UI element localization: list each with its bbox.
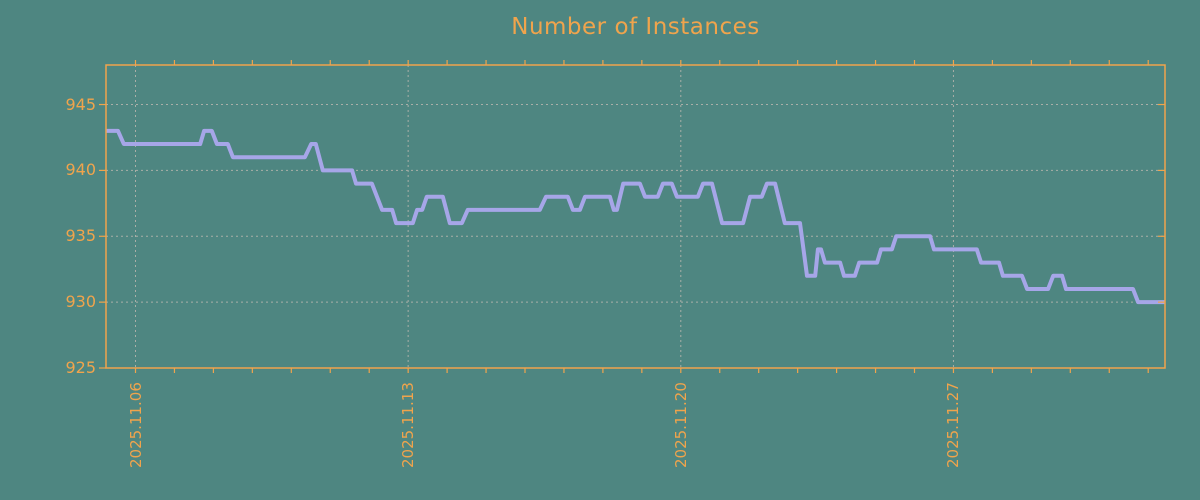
series-line [105,128,1165,305]
y-axis-tick-label: 930 [65,292,96,312]
x-axis-date-label: 2025.11.06 [126,382,145,468]
x-axis-date-label: 2025.11.20 [671,382,690,468]
x-axis-date-label: 2025.11.27 [944,382,963,468]
y-axis-tick-label: 945 [65,94,96,114]
y-axis-tick-label: 925 [65,358,96,377]
plot-border [105,64,1166,369]
y-axis-tick-label: 940 [65,160,96,180]
y-axis-tick-label: 935 [65,226,96,246]
chart-title: Number of Instances [511,14,760,40]
x-axis-date-label: 2025.11.13 [399,382,418,468]
